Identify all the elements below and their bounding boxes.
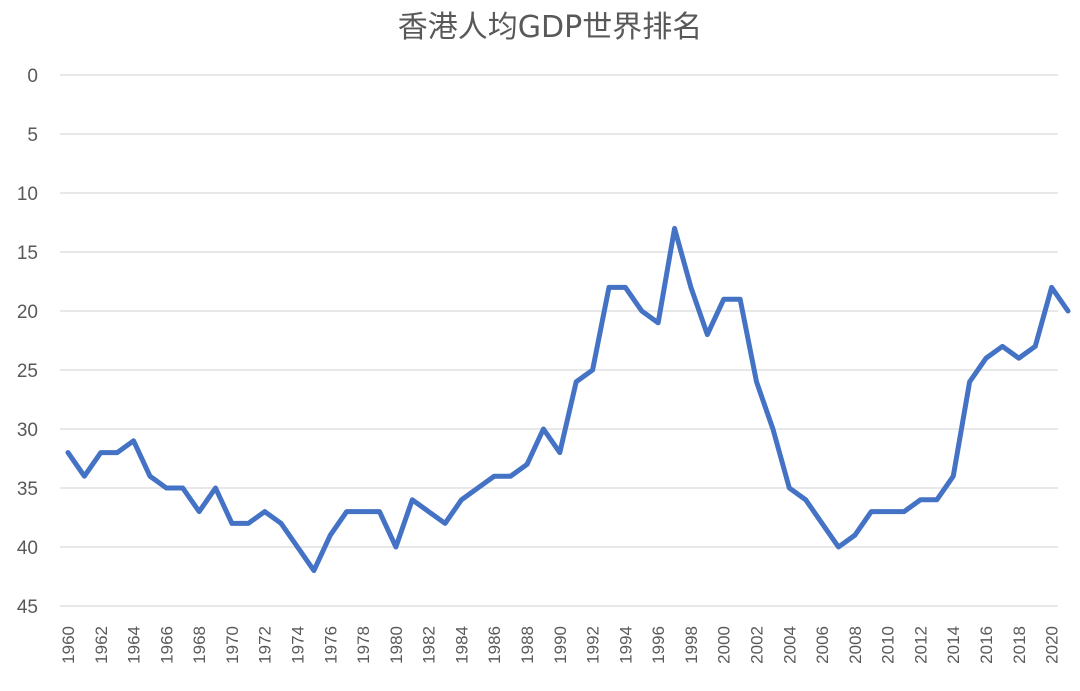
y-tick-label: 0 (27, 66, 38, 87)
x-tick-label: 2000 (715, 626, 734, 664)
x-tick-label: 1978 (354, 626, 373, 664)
x-tick-label: 1986 (485, 626, 504, 664)
x-tick-label: 2004 (780, 626, 799, 664)
x-tick-label: 1970 (223, 626, 242, 664)
y-tick-label: 45 (17, 597, 38, 618)
x-tick-label: 1976 (321, 626, 340, 664)
x-tick-label: 1988 (518, 626, 537, 664)
x-tick-label: 2010 (879, 626, 898, 664)
x-tick-label: 2002 (748, 626, 767, 664)
x-tick-label: 1968 (190, 626, 209, 664)
x-tick-label: 2018 (1010, 626, 1029, 664)
x-tick-label: 1996 (649, 626, 668, 664)
x-tick-label: 1972 (256, 626, 275, 664)
x-tick-label: 2006 (813, 626, 832, 664)
y-tick-label: 40 (17, 538, 38, 559)
x-tick-label: 1992 (584, 626, 603, 664)
y-tick-label: 25 (17, 361, 38, 382)
x-tick-label: 1962 (92, 626, 111, 664)
x-tick-label: 2016 (977, 626, 996, 664)
x-tick-label: 1980 (387, 626, 406, 664)
x-tick-label: 1994 (616, 626, 635, 664)
y-tick-label: 35 (17, 479, 38, 500)
y-tick-label: 15 (17, 243, 38, 264)
x-tick-label: 1984 (452, 626, 471, 664)
x-tick-label: 2020 (1043, 626, 1062, 664)
x-tick-label: 1990 (551, 626, 570, 664)
x-tick-label: 1966 (157, 626, 176, 664)
x-tick-label: 2012 (911, 626, 930, 664)
x-tick-label: 2014 (944, 626, 963, 664)
x-tick-label: 2008 (846, 626, 865, 664)
x-tick-label: 1974 (289, 626, 308, 664)
x-tick-label: 1960 (59, 626, 78, 664)
y-tick-label: 5 (27, 125, 38, 146)
chart-title: 香港人均GDP世界排名 (397, 10, 703, 45)
y-tick-label: 20 (17, 302, 38, 323)
series-line-0 (65, 225, 1071, 574)
x-tick-label: 1982 (420, 626, 439, 664)
y-tick-label: 10 (17, 184, 38, 205)
x-tick-label: 1964 (125, 626, 144, 664)
y-tick-label: 30 (17, 420, 38, 441)
x-tick-label: 1998 (682, 626, 701, 664)
